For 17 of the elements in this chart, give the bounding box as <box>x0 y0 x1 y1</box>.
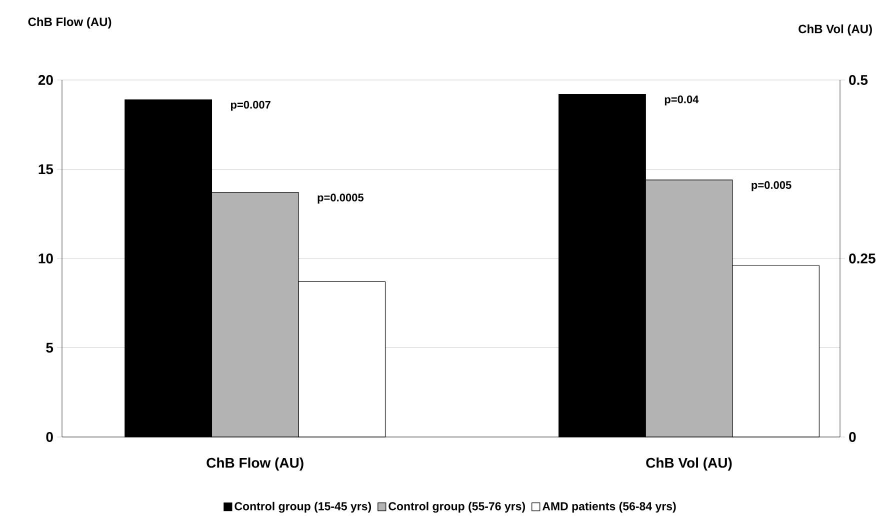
legend-label: Control group (15-45 yrs) <box>234 502 372 513</box>
legend-label: AMD patients (56-84 yrs) <box>542 502 676 513</box>
y2-tick-label: 0.5 <box>849 75 868 85</box>
y-tick-label: 15 <box>38 164 54 174</box>
y-axis-title: ChB Flow (AU) <box>28 17 112 28</box>
annotation: p=0.04 <box>664 95 699 106</box>
annotation: p=0.0005 <box>318 194 364 204</box>
y2-axis-title: ChB Vol (AU) <box>798 24 872 36</box>
annotation: p=0.005 <box>752 181 792 192</box>
legend-label: Control group (55-76 yrs) <box>388 502 525 513</box>
y-tick-label: 0 <box>46 432 53 442</box>
y2-tick-label: 0.25 <box>849 254 876 264</box>
annotation: p=0.007 <box>230 100 270 111</box>
y-tick-label: 5 <box>46 342 54 353</box>
y-tick-label: 10 <box>38 254 53 264</box>
y2-tick-label: 0 <box>849 432 856 442</box>
y-tick-label: 20 <box>38 75 53 85</box>
